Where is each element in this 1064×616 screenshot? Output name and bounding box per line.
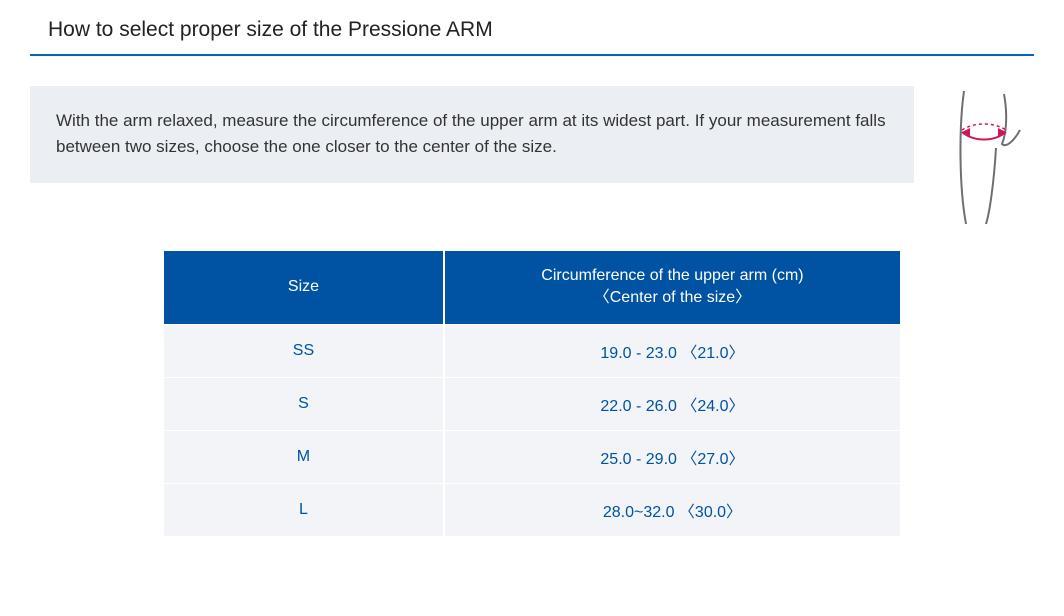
- instruction-box: With the arm relaxed, measure the circum…: [30, 86, 914, 183]
- cell-size: M: [164, 431, 443, 483]
- table-row: M25.0 - 29.0 〈27.0〉: [164, 431, 900, 483]
- size-table: Size Circumference of the upper arm (cm)…: [162, 250, 902, 537]
- cell-size: L: [164, 484, 443, 536]
- col-header-size: Size: [164, 251, 443, 324]
- size-table-body: SS19.0 - 23.0 〈21.0〉S22.0 - 26.0 〈24.0〉M…: [164, 325, 900, 536]
- table-row: L28.0~32.0 〈30.0〉: [164, 484, 900, 536]
- col-header-circumference-text: Circumference of the upper arm (cm) 〈Cen…: [541, 267, 803, 306]
- cell-circumference: 25.0 - 29.0 〈27.0〉: [445, 431, 900, 483]
- page-title: How to select proper size of the Pressio…: [30, 0, 1034, 56]
- size-table-wrap: Size Circumference of the upper arm (cm)…: [30, 250, 1034, 537]
- arm-line-right-upper: [1002, 94, 1020, 145]
- arm-line-right-lower: [986, 148, 996, 224]
- arm-line-left: [960, 91, 966, 224]
- cell-circumference: 28.0~32.0 〈30.0〉: [445, 484, 900, 536]
- table-header-row: Size Circumference of the upper arm (cm)…: [164, 251, 900, 324]
- cell-size: S: [164, 378, 443, 430]
- arm-illustration: [934, 86, 1034, 226]
- table-row: SS19.0 - 23.0 〈21.0〉: [164, 325, 900, 377]
- cell-circumference: 22.0 - 26.0 〈24.0〉: [445, 378, 900, 430]
- table-row: S22.0 - 26.0 〈24.0〉: [164, 378, 900, 430]
- cell-size: SS: [164, 325, 443, 377]
- col-header-circumference: Circumference of the upper arm (cm) 〈Cen…: [445, 251, 900, 324]
- cell-circumference: 19.0 - 23.0 〈21.0〉: [445, 325, 900, 377]
- info-row: With the arm relaxed, measure the circum…: [30, 86, 1034, 226]
